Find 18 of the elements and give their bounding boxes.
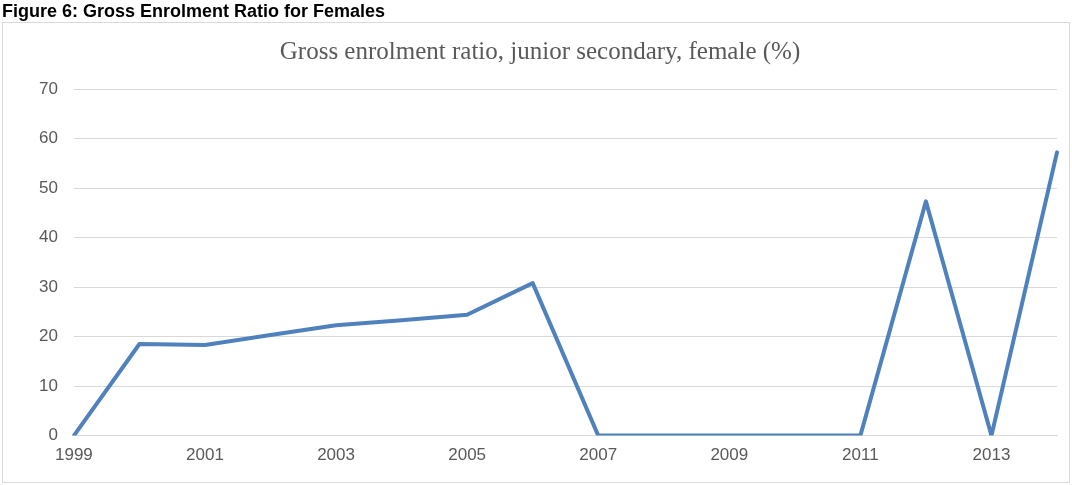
- y-tick-label: 60: [38, 128, 58, 148]
- y-tick-label: 30: [38, 276, 58, 296]
- chart-title: Gross enrolment ratio, junior secondary, female (%): [279, 36, 801, 65]
- y-tick-label: 50: [38, 177, 58, 197]
- x-tick-label: 2007: [579, 445, 618, 465]
- x-tick-label: 2005: [448, 445, 487, 465]
- y-tick-label: 20: [38, 326, 58, 346]
- x-tick-label: 2013: [972, 445, 1011, 465]
- y-tick-label: 40: [38, 227, 58, 247]
- y-tick-label: 70: [38, 78, 58, 98]
- x-tick-label: 1999: [55, 445, 93, 465]
- x-tick-label: 2009: [710, 445, 749, 465]
- x-tick-label: 2003: [317, 445, 355, 465]
- y-tick-label: 0: [48, 425, 58, 445]
- y-tick-label: 10: [38, 375, 58, 395]
- x-tick-label: 2001: [186, 445, 224, 465]
- x-tick-label: 2011: [842, 445, 879, 465]
- caption: Figure 6: Gross Enrolment Ratio for Females: [1, 0, 387, 22]
